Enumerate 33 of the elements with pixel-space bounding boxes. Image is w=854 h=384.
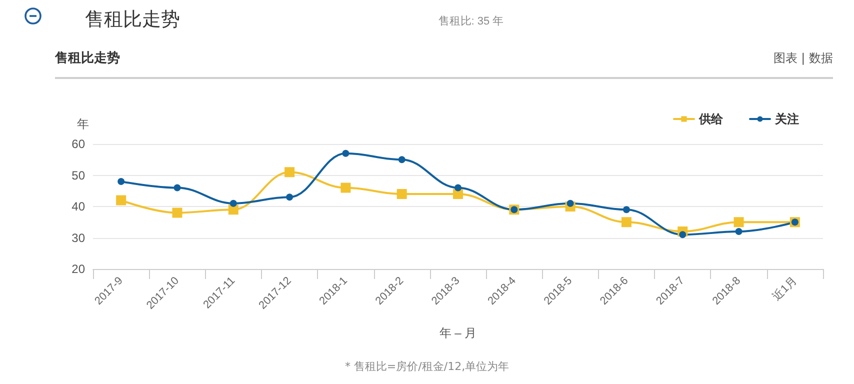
y-tick-label: 40 <box>72 200 86 214</box>
legend-label: 关注 <box>774 112 799 126</box>
point <box>116 195 126 206</box>
y-tick-label: 50 <box>72 168 86 182</box>
chart-subtitle: 售租比: 35 年 <box>438 14 504 28</box>
x-tick-label: 近1月 <box>770 274 800 304</box>
point <box>454 184 462 192</box>
point <box>398 156 406 164</box>
point <box>174 184 181 192</box>
text: 图表 | 数据 <box>773 51 833 65</box>
x-axis-title: 年 – 月 <box>439 326 477 340</box>
y-tick-label: 30 <box>72 230 86 245</box>
text: * 售租比=房价/租金/12,单位为年 <box>344 360 510 373</box>
text: 售租比走势 <box>54 50 120 66</box>
point <box>230 200 237 207</box>
point <box>172 208 182 218</box>
point <box>679 231 686 238</box>
point <box>118 178 125 185</box>
point <box>286 194 294 201</box>
point <box>622 206 630 214</box>
y-axis-title: 年 <box>77 117 89 131</box>
point <box>396 189 407 199</box>
chart-title: 售租比走势 <box>85 8 180 30</box>
y-tick-label: 60 <box>72 137 86 151</box>
point <box>284 167 295 178</box>
legend-label: 供给 <box>698 112 724 126</box>
point <box>621 217 632 228</box>
point <box>342 150 350 157</box>
point <box>735 228 742 235</box>
point <box>566 200 574 207</box>
point <box>340 182 351 193</box>
y-tick-label: 20 <box>72 262 86 276</box>
point <box>734 217 744 228</box>
